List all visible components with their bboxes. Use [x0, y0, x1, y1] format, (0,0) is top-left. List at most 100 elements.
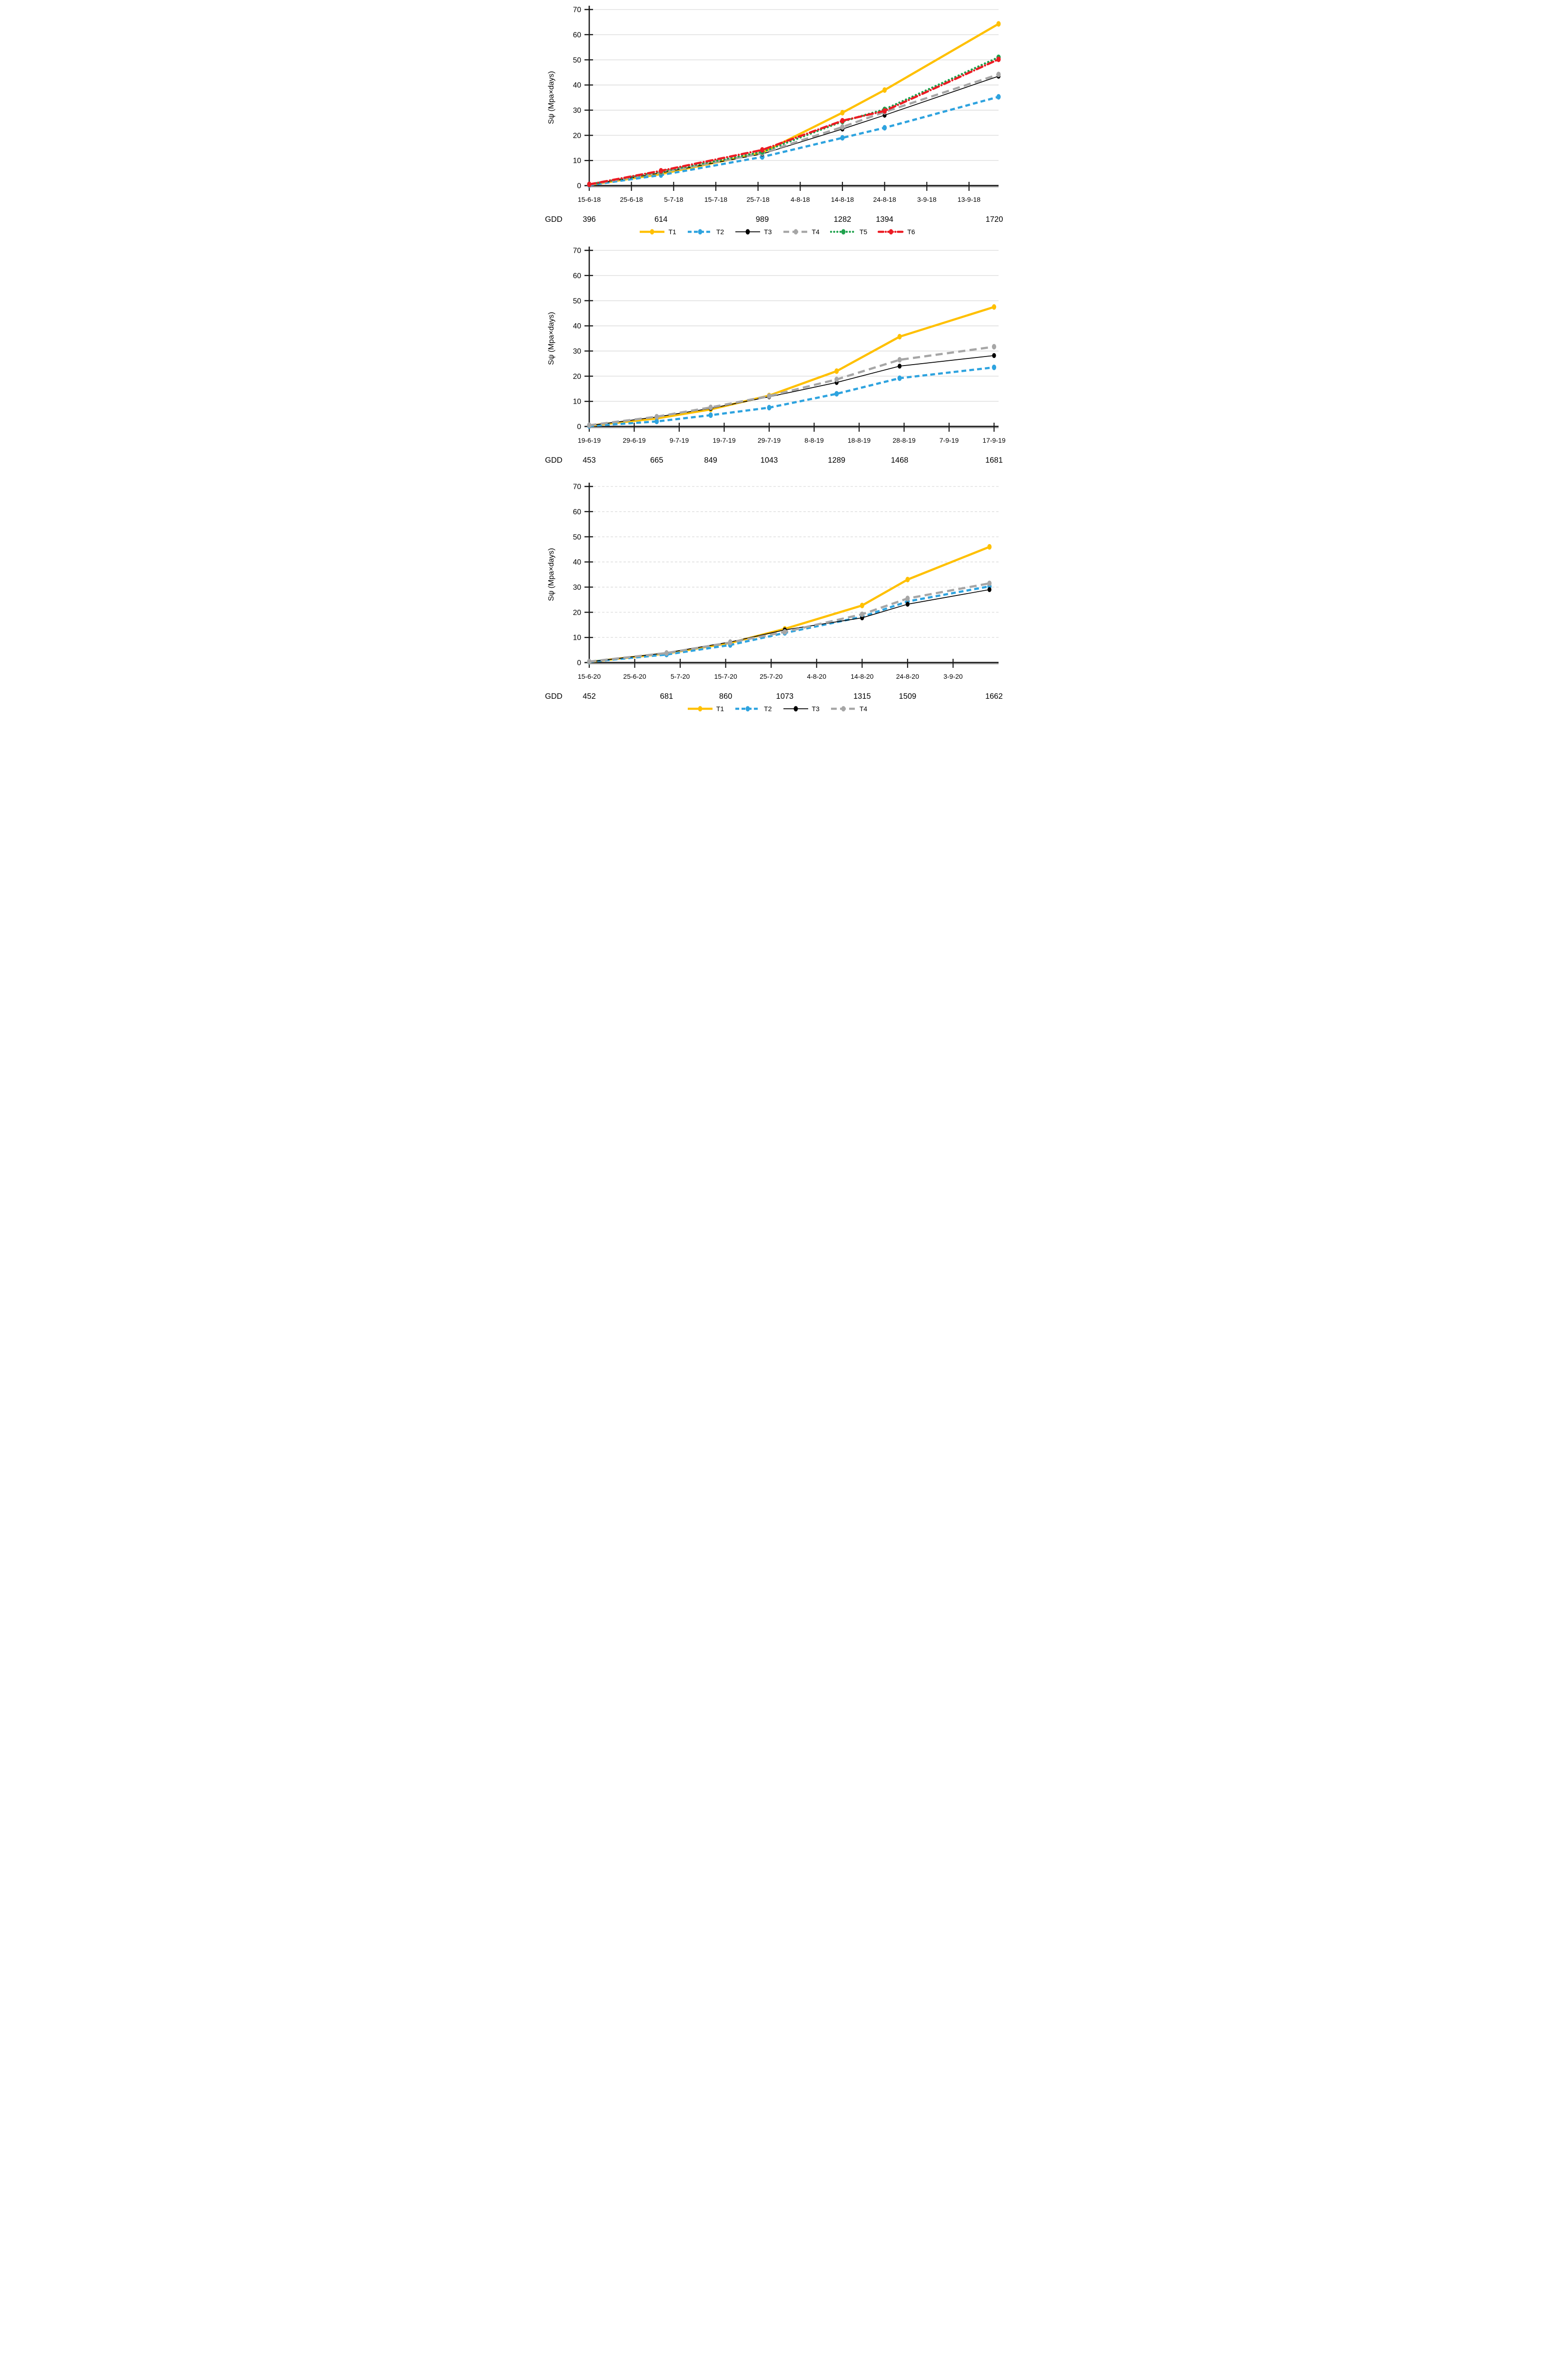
series-T2-line: [589, 96, 999, 187]
x-tick-label: 25-7-20: [760, 673, 782, 680]
y-tick-label: 20: [573, 132, 581, 140]
series-T3-marker: [897, 363, 901, 369]
series-T4-marker: [708, 405, 713, 410]
gdd-value: 452: [583, 692, 596, 701]
x-tick-label: 15-6-18: [577, 196, 600, 203]
legend-item-T2: T2: [687, 227, 724, 237]
y-tick-label: 60: [573, 272, 581, 280]
series-T1-marker: [834, 368, 839, 374]
gdd-label: GDD: [545, 456, 563, 465]
x-tick-label: 25-7-18: [746, 196, 769, 203]
x-tick-label: 19-6-19: [577, 436, 600, 444]
chart-2019-svg: 0 10 20 30 40 50 60 70 Sψ (Mpa×days) 19-6-19 29-6-…: [545, 247, 1005, 465]
x-tick-label: 4-8-20: [807, 673, 826, 680]
x-tick-label: 15-6-20: [577, 673, 600, 680]
gdd-value: 453: [583, 456, 596, 465]
series-T2-marker: [882, 125, 887, 131]
series-T4-marker: [840, 124, 844, 130]
y-tick-label: 30: [573, 107, 581, 115]
series-T2-marker: [991, 364, 996, 370]
gdd-value: 989: [755, 215, 769, 224]
y-tick-label: 10: [573, 157, 581, 165]
series-T1-line: [589, 23, 999, 186]
legend-swatch-T4-icon: [831, 706, 856, 712]
gdd-value: 1394: [876, 215, 893, 224]
series-T3-marker: [991, 353, 996, 358]
series-T6-line: [588, 58, 1000, 186]
y-tick-label: 0: [577, 659, 581, 667]
chart-2020-canvas: 0 10 20 30 40 50 60 70 Sψ (Mpa×days) 15-6-20 25-6-…: [539, 480, 1015, 704]
y-tick-label: 30: [573, 584, 581, 592]
series-T1-marker: [996, 21, 1000, 27]
legend-swatch-T2-icon: [687, 229, 713, 235]
gdd-value: 1468: [891, 456, 908, 465]
series-T4-marker: [996, 71, 1000, 78]
gdd-value: 614: [654, 215, 667, 224]
legend-item-T6: T6: [878, 227, 915, 237]
x-tick-label: 17-9-19: [982, 436, 1005, 444]
x-tick-label: 29-7-19: [757, 436, 780, 444]
x-tick-label: 3-9-20: [943, 673, 963, 680]
y-tick-label: 20: [573, 373, 581, 381]
x-tick-label: 24-8-20: [896, 673, 919, 680]
y-tick-label: 0: [577, 423, 581, 431]
series-T4-marker: [860, 611, 864, 617]
y-tick-label: 60: [573, 508, 581, 516]
series-T4-marker: [654, 414, 659, 420]
y-tick-label: 40: [573, 322, 581, 330]
y-tick-label: 70: [573, 483, 581, 491]
chart-2020-legend: T1 T2 T3 T4: [539, 702, 1015, 716]
x-tick-label: 14-8-18: [831, 196, 853, 203]
y-tick-label: 40: [573, 558, 581, 566]
series-T1-marker: [905, 576, 910, 583]
x-tick-label: 15-7-18: [704, 196, 727, 203]
y-tick-label: 30: [573, 347, 581, 356]
chart-2020-block: 0 10 20 30 40 50 60 70 Sψ (Mpa×days) 15-6-20 25-6-…: [539, 480, 1015, 716]
chart-2019-canvas: 0 10 20 30 40 50 60 70 Sψ (Mpa×days) 19-6-19 29-6-…: [539, 244, 1015, 467]
series-T4-marker: [728, 639, 732, 645]
gdd-label: GDD: [545, 215, 563, 224]
legend-label: T4: [859, 705, 868, 713]
series-T2-marker: [767, 405, 772, 411]
series-T3-line: [589, 355, 994, 426]
chart-2019-spacer: [539, 467, 1015, 475]
y-tick-label: 40: [573, 81, 581, 89]
y-tick-label: 50: [573, 56, 581, 64]
y-axis-title: Sψ (Mpa×days): [547, 548, 555, 601]
legend-label: T2: [764, 705, 772, 713]
legend-label: T1: [668, 228, 676, 236]
series-T4-marker: [987, 580, 991, 586]
legend-swatch-T1-icon: [687, 706, 713, 712]
x-tick-label: 5-7-20: [670, 673, 690, 680]
y-axis-title: Sψ (Mpa×days): [547, 312, 555, 365]
series-T4-line: [589, 582, 990, 663]
legend-label: T4: [812, 228, 820, 236]
x-tick-label: 15-7-20: [714, 673, 737, 680]
series-T1-marker: [897, 334, 902, 340]
chart-2020-svg: 0 10 20 30 40 50 60 70 Sψ (Mpa×days) 15-6-20 25-6-…: [545, 483, 1003, 701]
gdd-value: 849: [704, 456, 717, 465]
x-tick-label: 14-8-20: [851, 673, 873, 680]
legend-label: T3: [812, 705, 820, 713]
series-T4-marker: [991, 344, 996, 350]
gdd-value: 1282: [833, 215, 851, 224]
y-tick-label: 70: [573, 247, 581, 255]
series-T4-marker: [767, 393, 772, 399]
legend-swatch-T6-icon: [878, 229, 905, 235]
series-T3-marker: [905, 602, 910, 607]
x-tick-label: 18-8-19: [847, 436, 870, 444]
legend-item-T1: T1: [687, 704, 724, 714]
x-tick-label: 29-6-19: [623, 436, 645, 444]
y-tick-label: 10: [573, 634, 581, 642]
gdd-value: 1662: [985, 692, 1003, 701]
legend-swatch-T4-icon: [783, 229, 808, 235]
x-tick-label: 9-7-19: [669, 436, 689, 444]
gdd-value: 1681: [985, 456, 1003, 465]
y-tick-label: 10: [573, 398, 581, 406]
series-T6-marker: [840, 118, 844, 124]
x-tick-label: 8-8-19: [804, 436, 824, 444]
series-T1-line: [589, 306, 994, 427]
series-T3-line: [589, 76, 999, 186]
gdd-value: 1073: [776, 692, 793, 701]
series-T4-marker: [897, 357, 902, 363]
